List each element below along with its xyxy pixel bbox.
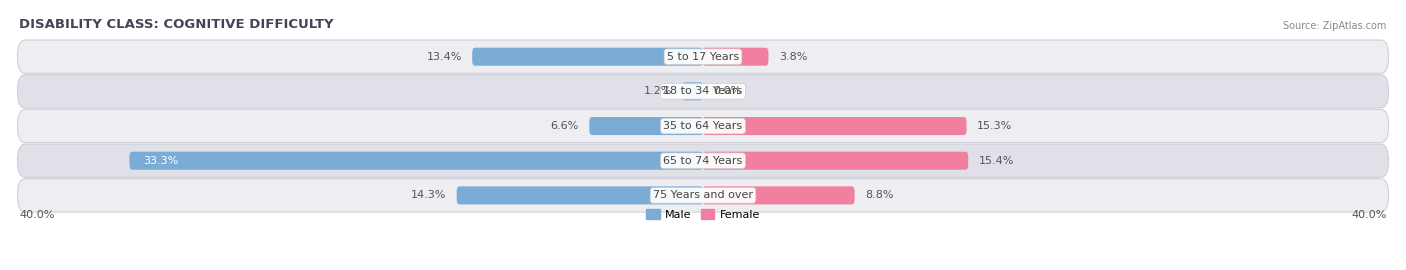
- FancyBboxPatch shape: [703, 117, 966, 135]
- FancyBboxPatch shape: [17, 179, 1389, 212]
- Text: 5 to 17 Years: 5 to 17 Years: [666, 52, 740, 62]
- Text: 0.0%: 0.0%: [713, 86, 741, 96]
- Text: 75 Years and over: 75 Years and over: [652, 190, 754, 200]
- Text: 35 to 64 Years: 35 to 64 Years: [664, 121, 742, 131]
- Text: 6.6%: 6.6%: [551, 121, 579, 131]
- Text: 3.8%: 3.8%: [779, 52, 807, 62]
- Text: 8.8%: 8.8%: [865, 190, 893, 200]
- Text: 65 to 74 Years: 65 to 74 Years: [664, 156, 742, 166]
- FancyBboxPatch shape: [703, 48, 769, 66]
- FancyBboxPatch shape: [129, 152, 703, 170]
- Text: 40.0%: 40.0%: [20, 210, 55, 220]
- FancyBboxPatch shape: [703, 186, 855, 204]
- Text: 15.4%: 15.4%: [979, 156, 1014, 166]
- Text: 33.3%: 33.3%: [143, 156, 179, 166]
- Text: Source: ZipAtlas.com: Source: ZipAtlas.com: [1284, 21, 1386, 31]
- FancyBboxPatch shape: [17, 75, 1389, 108]
- Text: 15.3%: 15.3%: [977, 121, 1012, 131]
- Text: 14.3%: 14.3%: [411, 190, 446, 200]
- Text: 13.4%: 13.4%: [426, 52, 461, 62]
- FancyBboxPatch shape: [17, 40, 1389, 73]
- FancyBboxPatch shape: [457, 186, 703, 204]
- Legend: Male, Female: Male, Female: [647, 209, 759, 220]
- FancyBboxPatch shape: [589, 117, 703, 135]
- Text: 1.2%: 1.2%: [644, 86, 672, 96]
- FancyBboxPatch shape: [682, 82, 703, 100]
- FancyBboxPatch shape: [472, 48, 703, 66]
- Text: DISABILITY CLASS: COGNITIVE DIFFICULTY: DISABILITY CLASS: COGNITIVE DIFFICULTY: [20, 18, 333, 31]
- FancyBboxPatch shape: [703, 152, 969, 170]
- FancyBboxPatch shape: [17, 144, 1389, 177]
- Text: 40.0%: 40.0%: [1351, 210, 1386, 220]
- FancyBboxPatch shape: [17, 109, 1389, 143]
- Text: 18 to 34 Years: 18 to 34 Years: [664, 86, 742, 96]
